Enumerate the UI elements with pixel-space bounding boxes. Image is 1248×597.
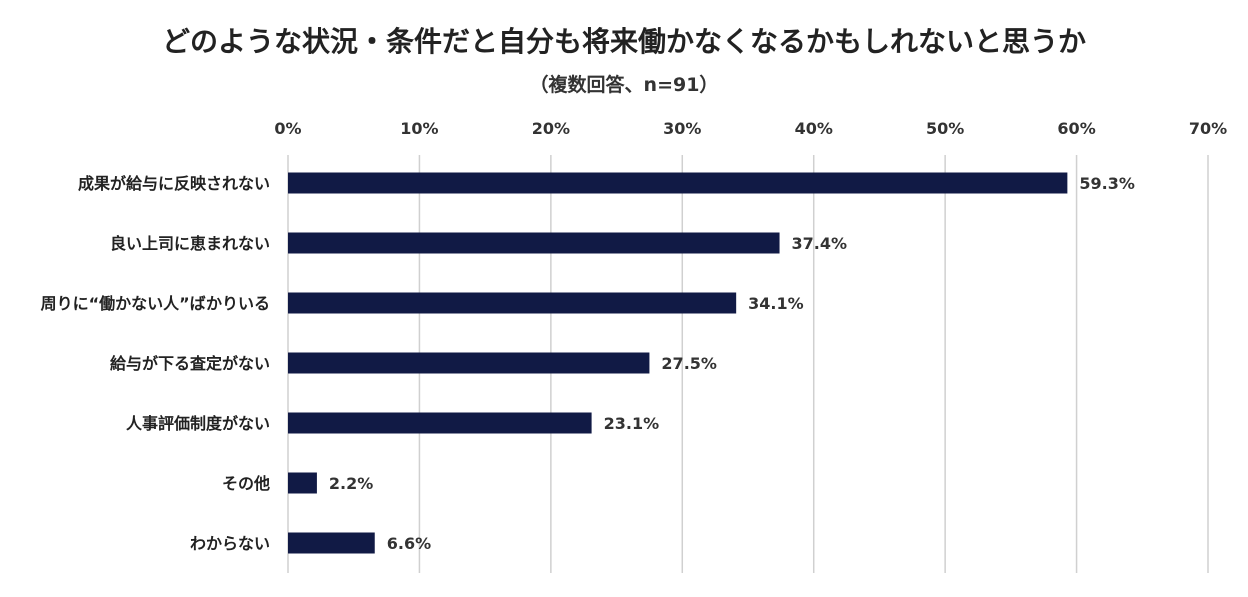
category-label-1: 良い上司に恵まれない	[110, 234, 270, 253]
data-label-4: 23.1%	[604, 414, 660, 433]
x-tick-label-30: 30%	[663, 119, 701, 138]
data-label-3: 27.5%	[661, 354, 717, 373]
bar-3	[288, 352, 650, 374]
x-tick-label-10: 10%	[400, 119, 438, 138]
data-label-0: 59.3%	[1079, 174, 1135, 193]
bar-1	[288, 232, 780, 254]
x-tick-label-20: 20%	[532, 119, 570, 138]
x-tick-label-50: 50%	[926, 119, 964, 138]
x-tick-label-40: 40%	[795, 119, 833, 138]
x-tick-label-0: 0%	[274, 119, 301, 138]
x-tick-label-60: 60%	[1057, 119, 1095, 138]
bar-2	[288, 292, 737, 314]
category-label-6: わからない	[190, 534, 270, 553]
x-tick-label-70: 70%	[1189, 119, 1227, 138]
category-label-2: 周りに“働かない人”ばかりいる	[41, 294, 270, 313]
data-label-5: 2.2%	[329, 474, 373, 493]
bar-0	[288, 172, 1068, 194]
bar-4	[288, 412, 592, 434]
bar-6	[288, 532, 375, 554]
data-label-1: 37.4%	[792, 234, 848, 253]
data-label-2: 34.1%	[748, 294, 804, 313]
chart-subtitle: （複数回答、n=91）	[529, 74, 719, 96]
category-label-3: 給与が下る査定がない	[110, 354, 270, 373]
chart-title: どのような状況・条件だと自分も将来働かなくなるかもしれないと思うか	[161, 25, 1086, 58]
category-label-0: 成果が給与に反映されない	[78, 174, 270, 193]
bar-5	[288, 472, 317, 494]
data-label-6: 6.6%	[387, 534, 431, 553]
category-label-4: 人事評価制度がない	[126, 414, 270, 433]
category-label-5: その他	[222, 474, 270, 493]
